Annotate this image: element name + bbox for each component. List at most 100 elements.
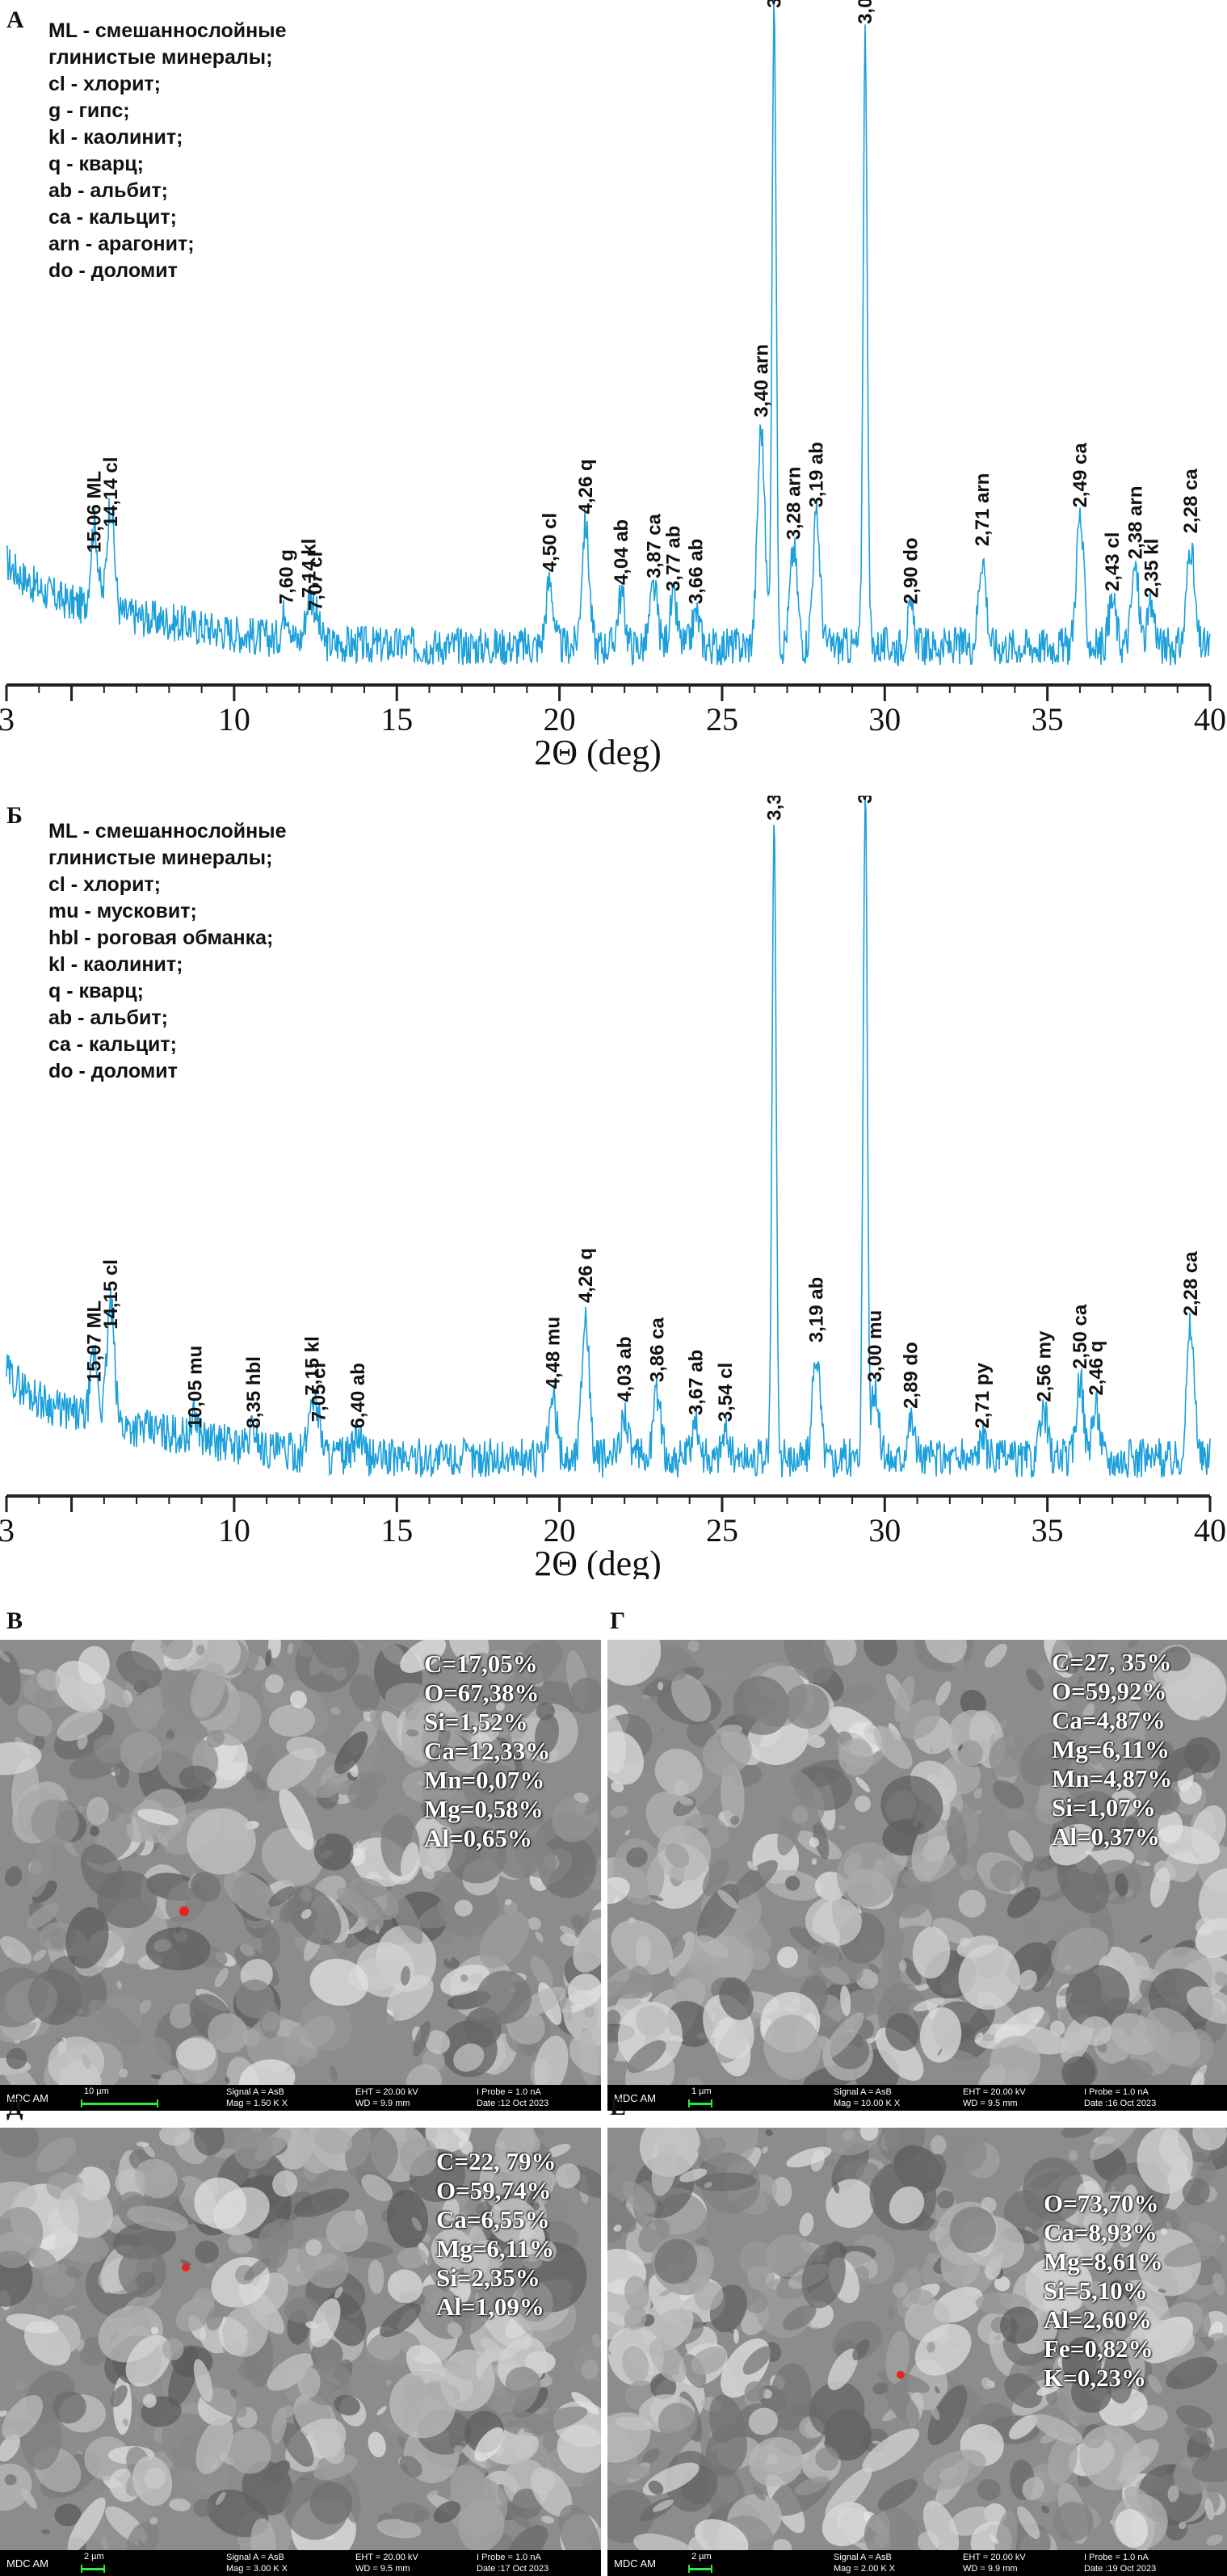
texture-grain — [1195, 1918, 1227, 1958]
texture-grain — [607, 2490, 654, 2544]
texture-grain — [65, 2267, 82, 2278]
texture-grain — [768, 1767, 825, 1826]
mag-label: Mag = 10.00 K X — [834, 2099, 901, 2108]
texture-grain — [652, 2499, 674, 2512]
sem-info-bar: MDC AM 2 µm Signal A = AsB Mag = 3.00 K … — [0, 2550, 601, 2576]
eds-value: Ca=4,87% — [1052, 1706, 1166, 1734]
texture-grain — [742, 2073, 789, 2085]
texture-grain — [1212, 2272, 1225, 2296]
texture-grain — [974, 2032, 984, 2044]
texture-grain — [376, 2519, 422, 2539]
x-tick-label: 20 — [544, 701, 576, 738]
texture-grain — [405, 1729, 419, 1737]
texture-grain — [960, 1864, 976, 1881]
texture-grain — [326, 2210, 368, 2253]
texture-grain — [1182, 2178, 1210, 2206]
texture-grain — [193, 2359, 213, 2402]
texture-grain — [400, 1640, 447, 1673]
texture-grain — [617, 2002, 683, 2071]
texture-grain — [286, 1736, 326, 1760]
texture-grain — [864, 2507, 919, 2550]
texture-grain — [65, 2154, 85, 2177]
texture-grain — [268, 1704, 315, 1738]
texture-grain — [36, 2137, 77, 2172]
texture-grain — [730, 1860, 778, 1901]
scale-label: 2 µm — [84, 2552, 104, 2561]
texture-grain — [1090, 2128, 1139, 2160]
texture-grain — [910, 2289, 934, 2306]
texture-grain — [537, 2240, 557, 2262]
peak-label: 7,15 kl — [302, 1336, 324, 1395]
texture-grain — [116, 1981, 123, 1990]
eds-value: Al=0,65% — [424, 1824, 532, 1852]
texture-grain — [1184, 1737, 1221, 1774]
texture-grain — [927, 2154, 947, 2182]
texture-grain — [889, 2186, 925, 2224]
texture-grain — [627, 2040, 666, 2074]
texture-grain — [570, 1914, 584, 1931]
texture-grain — [389, 2370, 456, 2439]
eds-value: O=59,74% — [436, 2176, 552, 2204]
texture-grain — [1086, 1749, 1103, 1765]
texture-grain — [505, 2366, 541, 2402]
texture-grain — [839, 1685, 876, 1704]
x-tick-label: 25 — [706, 1512, 738, 1549]
texture-grain — [922, 2500, 960, 2550]
texture-grain — [571, 2392, 599, 2414]
texture-grain — [40, 2529, 51, 2535]
texture-grain — [852, 2339, 870, 2361]
texture-grain — [410, 1815, 454, 1872]
texture-grain — [943, 2049, 984, 2078]
texture-grain — [27, 1902, 59, 1929]
texture-grain — [732, 2350, 746, 2390]
legend-line: arn - арагонит; — [48, 233, 195, 255]
texture-grain — [498, 1668, 533, 1692]
texture-grain — [742, 2346, 772, 2375]
legend-line: ab - альбит; — [48, 179, 168, 202]
texture-grain — [809, 2381, 865, 2438]
texture-grain — [1199, 1716, 1209, 1725]
texture-grain — [137, 1809, 179, 1826]
legend-line: cl - хлорит; — [48, 73, 162, 95]
texture-grain — [353, 2009, 399, 2055]
texture-grain — [994, 2334, 1001, 2341]
sem-letter: В — [6, 1607, 23, 1634]
texture-grain — [1031, 1939, 1059, 1993]
texture-grain — [441, 2359, 471, 2381]
texture-grain — [1061, 2128, 1095, 2138]
texture-grain — [654, 2238, 698, 2284]
texture-grain — [464, 1762, 519, 1815]
texture-grain — [455, 1668, 473, 1684]
texture-grain — [927, 2385, 968, 2446]
texture-grain — [376, 2406, 387, 2416]
texture-grain — [582, 2464, 601, 2487]
texture-grain — [654, 1663, 686, 1681]
texture-grain — [1053, 2502, 1093, 2542]
texture-grain — [193, 2498, 212, 2517]
texture-grain — [125, 2334, 171, 2387]
texture-grain — [32, 1881, 57, 1904]
peak-label: 3,19 ab — [806, 1277, 828, 1343]
texture-grain — [538, 1834, 597, 1898]
texture-grain — [0, 1649, 11, 1663]
analysis-spot — [182, 2263, 190, 2271]
texture-grain — [0, 2434, 20, 2462]
texture-grain — [1077, 1675, 1084, 1686]
texture-grain — [489, 2198, 538, 2244]
texture-grain — [279, 1898, 302, 1923]
texture-grain — [611, 1805, 628, 1818]
texture-grain — [222, 2305, 268, 2357]
texture-grain — [133, 2415, 140, 2431]
texture-grain — [694, 2519, 749, 2550]
texture-grain — [523, 2253, 543, 2270]
texture-grain — [67, 2497, 106, 2550]
texture-grain — [1176, 2405, 1213, 2428]
peak-label: 7,07 cl — [305, 552, 327, 611]
texture-grain — [515, 2427, 535, 2460]
texture-grain — [305, 2239, 322, 2256]
texture-grain — [1049, 1823, 1096, 1866]
texture-grain — [649, 1895, 664, 1902]
texture-grain — [607, 2349, 611, 2355]
texture-grain — [134, 2158, 179, 2199]
sem-image-d: C=22, 79% O=59,74% Ca=6,55% Mg=6,11% Si=… — [0, 2128, 601, 2576]
